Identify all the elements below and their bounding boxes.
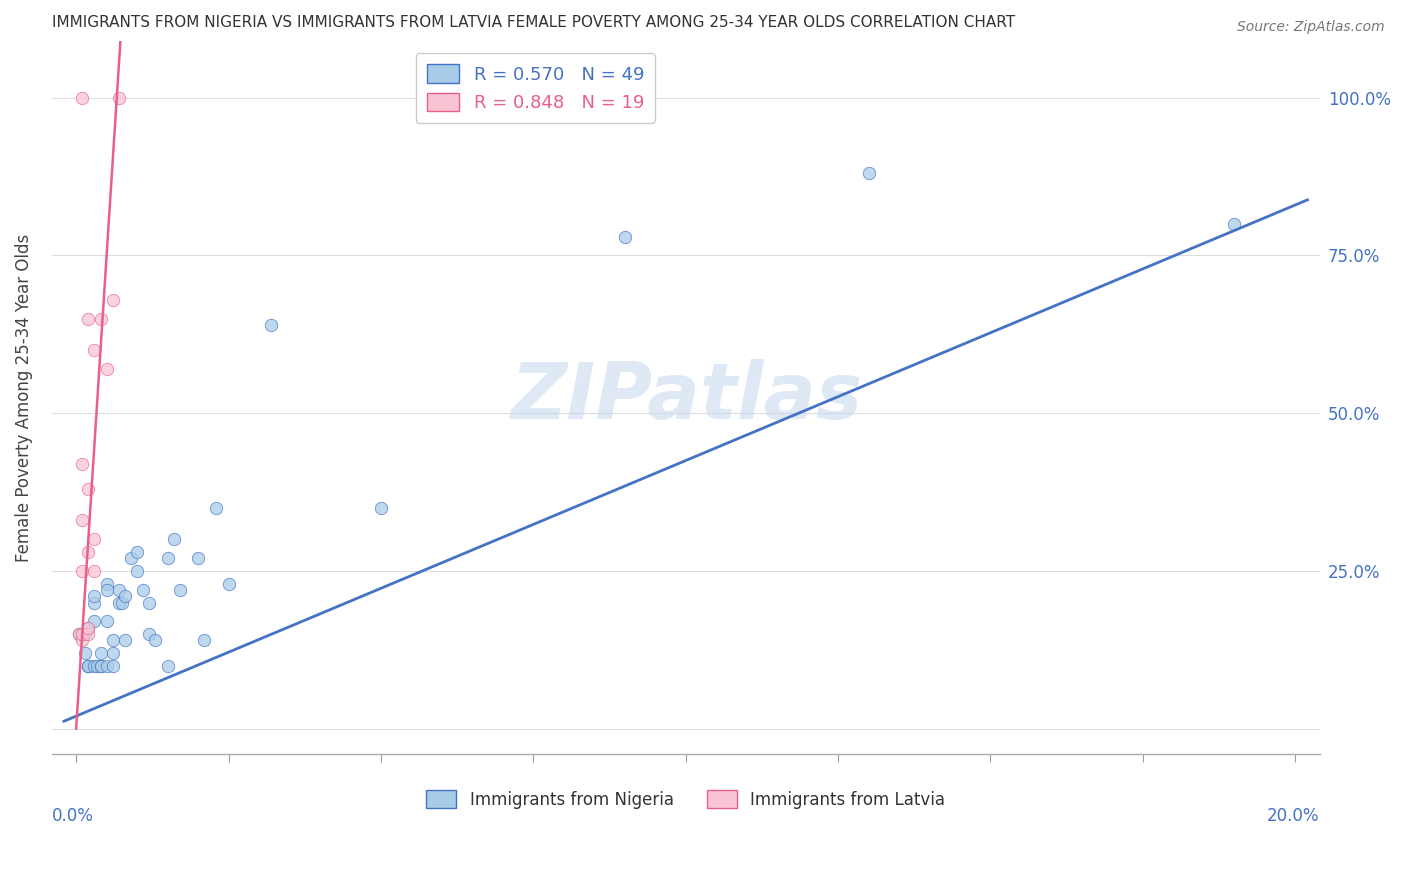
Point (156, 658, 179, 673)
Point (70, 513, 93, 527)
Point (70, 633, 93, 648)
Point (101, 293, 124, 307)
Point (96, 582, 118, 597)
Point (70, 627, 93, 641)
Point (145, 633, 167, 648)
Point (77, 621, 100, 635)
Point (111, 595, 134, 609)
Point (96, 658, 118, 673)
Point (83, 533, 105, 547)
Point (193, 633, 215, 648)
Point (156, 551, 179, 566)
Point (70, 91, 93, 105)
Point (83, 343, 105, 357)
Point (205, 500, 228, 515)
Point (89, 311, 111, 326)
Point (70, 627, 93, 641)
Point (89, 646, 111, 660)
Point (101, 633, 124, 648)
Point (187, 551, 209, 566)
Point (83, 589, 105, 603)
Text: IMMIGRANTS FROM NIGERIA VS IMMIGRANTS FROM LATVIA FEMALE POVERTY AMONG 25-34 YEA: IMMIGRANTS FROM NIGERIA VS IMMIGRANTS FR… (52, 15, 1015, 30)
Y-axis label: Female Poverty Among 25-34 Year Olds: Female Poverty Among 25-34 Year Olds (15, 234, 32, 562)
Point (77, 621, 100, 635)
Point (67, 627, 90, 641)
Point (86, 658, 108, 673)
Point (127, 564, 149, 578)
Point (101, 646, 124, 660)
Point (96, 615, 118, 629)
Point (75, 627, 97, 641)
Legend: Immigrants from Nigeria, Immigrants from Latvia: Immigrants from Nigeria, Immigrants from… (418, 782, 953, 817)
Point (96, 362, 118, 376)
Point (70, 457, 93, 471)
Point (127, 545, 149, 559)
Point (169, 582, 191, 597)
Text: 0.0%: 0.0% (52, 807, 94, 825)
Point (163, 533, 186, 547)
Point (370, 500, 392, 515)
Point (83, 658, 105, 673)
Point (77, 658, 100, 673)
Point (77, 311, 100, 326)
Text: 20.0%: 20.0% (1267, 807, 1320, 825)
Point (83, 564, 105, 578)
Point (858, 166, 880, 180)
Point (89, 658, 111, 673)
Point (70, 564, 93, 578)
Point (107, 91, 129, 105)
Point (75, 646, 97, 660)
Point (260, 318, 283, 332)
Point (120, 551, 142, 566)
Point (107, 595, 129, 609)
Point (114, 589, 136, 603)
Point (101, 658, 124, 673)
Point (77, 658, 100, 673)
Point (138, 627, 160, 641)
Point (613, 229, 636, 244)
Point (107, 582, 129, 597)
Point (77, 627, 100, 641)
Point (77, 545, 100, 559)
Point (1223, 217, 1246, 231)
Point (132, 582, 155, 597)
Point (114, 633, 136, 648)
Point (138, 595, 160, 609)
Point (96, 576, 118, 591)
Point (218, 576, 240, 591)
Point (83, 595, 105, 609)
Point (77, 482, 100, 496)
Point (77, 658, 100, 673)
Text: ZIPatlas: ZIPatlas (509, 359, 862, 435)
Point (67, 627, 90, 641)
Point (89, 658, 111, 673)
Point (83, 615, 105, 629)
Point (70, 627, 93, 641)
Text: Source: ZipAtlas.com: Source: ZipAtlas.com (1237, 20, 1385, 34)
